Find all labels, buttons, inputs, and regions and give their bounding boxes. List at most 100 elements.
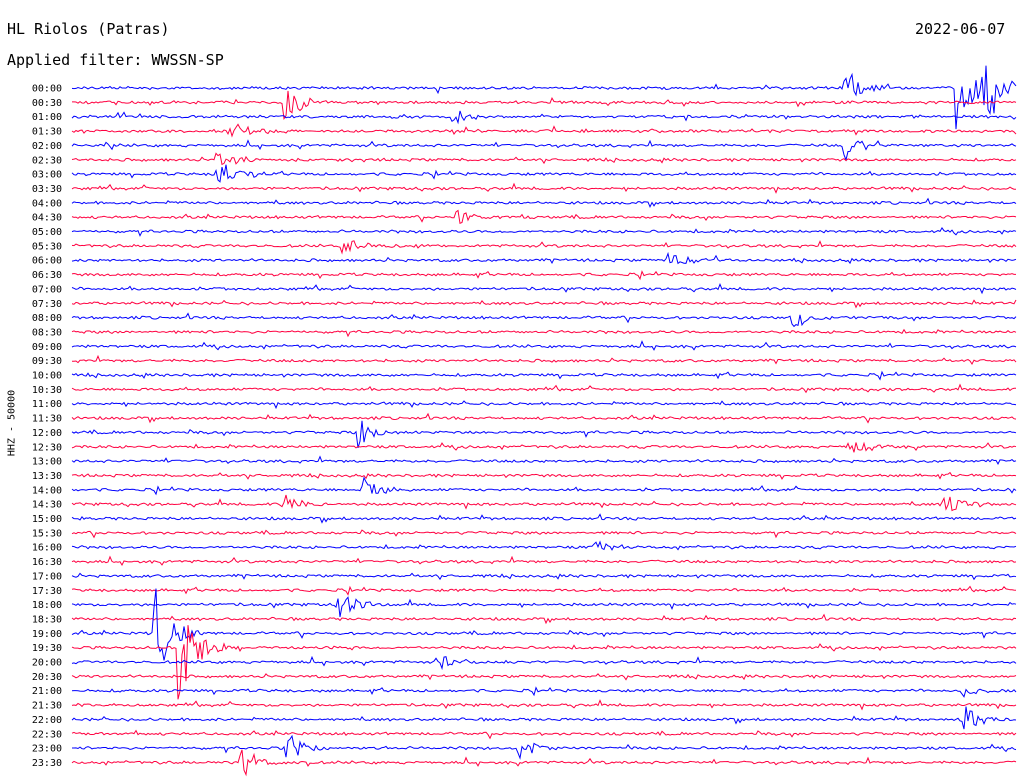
trace-line xyxy=(71,494,1017,512)
trace-line xyxy=(71,412,1017,424)
trace-line xyxy=(71,529,1017,539)
trace-line xyxy=(71,596,1017,617)
trace-line xyxy=(72,354,1017,365)
trace-line xyxy=(71,328,1017,338)
trace-line xyxy=(71,123,1017,138)
time-tick-label: 17:00 xyxy=(32,571,62,582)
trace-line xyxy=(71,729,1017,740)
trace-line xyxy=(71,197,1017,209)
time-tick-label: 12:00 xyxy=(32,428,62,439)
trace-line xyxy=(71,613,1017,625)
time-tick-label: 08:30 xyxy=(32,327,62,338)
time-tick-label: 11:30 xyxy=(32,414,62,425)
trace-line xyxy=(71,686,1017,698)
time-tick-label: 04:30 xyxy=(32,213,62,224)
trace-line xyxy=(71,110,1017,125)
trace-line xyxy=(71,476,1017,496)
trace-line xyxy=(71,749,1017,777)
time-tick-label: 22:30 xyxy=(32,729,62,740)
trace-line xyxy=(72,734,1017,760)
time-tick-label: 15:00 xyxy=(32,514,62,525)
time-tick-label: 20:00 xyxy=(32,658,62,669)
trace-line xyxy=(71,455,1017,465)
trace-line xyxy=(71,240,1017,255)
time-tick-label: 01:00 xyxy=(32,112,62,123)
trace-line xyxy=(71,706,1017,730)
time-tick-label: 11:00 xyxy=(32,399,62,410)
time-tick-label: 05:30 xyxy=(32,241,62,252)
time-tick-label: 07:30 xyxy=(32,299,62,310)
time-tick-label: 19:00 xyxy=(32,629,62,640)
time-tick-label: 23:30 xyxy=(32,758,62,769)
trace-line xyxy=(71,420,1017,448)
time-tick-label: 19:30 xyxy=(32,643,62,654)
trace-line xyxy=(71,299,1017,309)
trace-line xyxy=(71,625,1017,700)
time-tick-label: 14:30 xyxy=(32,500,62,511)
time-tick-label: 21:30 xyxy=(32,701,62,712)
time-tick-label: 10:00 xyxy=(32,371,62,382)
time-tick-label: 13:30 xyxy=(32,471,62,482)
time-tick-label: 06:00 xyxy=(32,256,62,267)
time-tick-label: 00:00 xyxy=(32,84,62,95)
trace-line xyxy=(71,270,1016,281)
time-tick-label: 09:00 xyxy=(32,342,62,353)
trace-line xyxy=(71,383,1016,394)
time-tick-label: 08:00 xyxy=(32,313,62,324)
trace-line xyxy=(71,152,1017,166)
trace-line xyxy=(71,251,1017,265)
time-tick-label: 02:00 xyxy=(32,141,62,152)
filter-label: Applied filter: WWSSN-SP xyxy=(7,51,224,69)
trace-line xyxy=(71,585,1017,596)
trace-line xyxy=(71,182,1017,194)
time-tick-label: 13:00 xyxy=(32,457,62,468)
trace-line xyxy=(71,312,1017,328)
trace-group xyxy=(71,65,1017,777)
trace-line xyxy=(71,572,1017,581)
trace-line xyxy=(71,282,1017,295)
time-tick-label: 02:30 xyxy=(32,155,62,166)
trace-line xyxy=(71,226,1017,237)
time-tick-label: 03:00 xyxy=(32,170,62,181)
time-tick-label: 01:30 xyxy=(32,127,62,138)
time-tick-label: 20:30 xyxy=(32,672,62,683)
trace-line xyxy=(71,471,1017,480)
trace-line xyxy=(71,340,1017,351)
trace-line xyxy=(71,400,1017,410)
time-tick-label: 16:00 xyxy=(32,543,62,554)
time-tick-label: 16:30 xyxy=(32,557,62,568)
trace-line xyxy=(71,699,1017,711)
tick-labels: 00:00 00:30 01:00 01:30 02:00 02:30 03:00 03:30… xyxy=(32,84,62,769)
time-tick-label: 14:00 xyxy=(32,485,62,496)
trace-line xyxy=(72,90,1017,121)
time-tick-label: 12:30 xyxy=(32,442,62,453)
record-date: 2022-06-07 xyxy=(915,20,1006,38)
trace-line xyxy=(71,673,1017,681)
time-tick-label: 18:30 xyxy=(32,614,62,625)
time-tick-label: 21:00 xyxy=(32,686,62,697)
time-tick-label: 03:30 xyxy=(32,184,62,195)
time-tick-label: 07:00 xyxy=(32,284,62,295)
time-tick-label: 23:00 xyxy=(32,744,62,755)
trace-line xyxy=(71,555,1017,567)
time-tick-label: 09:30 xyxy=(32,356,62,367)
trace-line xyxy=(71,370,1017,381)
trace-line xyxy=(71,209,1017,224)
time-tick-label: 06:30 xyxy=(32,270,62,281)
time-tick-label: 15:30 xyxy=(32,528,62,539)
trace-line xyxy=(71,65,1017,130)
time-tick-label: 18:00 xyxy=(32,600,62,611)
trace-line xyxy=(71,513,1017,524)
station-title: HL Riolos (Patras) xyxy=(7,20,170,38)
time-tick-label: 10:30 xyxy=(32,385,62,396)
trace-line xyxy=(71,655,1017,671)
time-tick-label: 04:00 xyxy=(32,198,62,209)
time-tick-label: 17:30 xyxy=(32,586,62,597)
time-tick-label: 22:00 xyxy=(32,715,62,726)
trace-line xyxy=(71,588,1017,661)
trace-line xyxy=(71,164,1017,183)
trace-line xyxy=(71,139,1017,162)
time-tick-label: 00:30 xyxy=(32,98,62,109)
trace-line xyxy=(71,441,1017,453)
